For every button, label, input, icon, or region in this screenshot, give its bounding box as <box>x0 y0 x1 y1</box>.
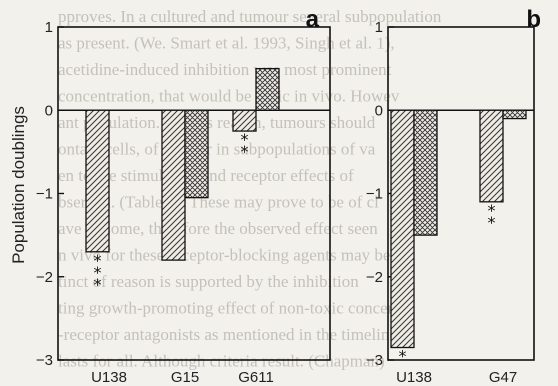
bar-hatched <box>232 109 257 132</box>
significance-marker: * * <box>241 130 249 161</box>
background-text-line: as present. (We. Smart et al. 1993, Sing… <box>58 34 395 53</box>
bar-hatched <box>479 109 504 203</box>
x-category-label: G47 <box>489 369 517 386</box>
y-tick-label: −1 <box>366 186 383 203</box>
significance-marker: * * <box>488 201 496 232</box>
y-tick-label: 1 <box>375 19 383 36</box>
y-tick-label: 0 <box>375 102 383 119</box>
background-text-line: tinct of reason is supported by the inhi… <box>58 272 359 291</box>
y-tick-label: −3 <box>36 352 53 369</box>
bar-crosshatched <box>255 67 280 111</box>
background-text-line: n vivo for these receptor-blocking agent… <box>58 246 390 265</box>
background-text: pproves. In a cultured and tumour severa… <box>58 7 442 371</box>
bar-crosshatched <box>502 109 527 120</box>
y-axis-label: Population doublings <box>9 106 28 264</box>
y-tick-label: −2 <box>366 269 383 286</box>
bar-hatched <box>161 109 186 261</box>
background-text-line: pproves. In a cultured and tumour severa… <box>58 7 442 26</box>
background-text-line: concentration, that would be toxic in vi… <box>58 87 400 106</box>
significance-marker: * <box>399 347 407 366</box>
bar-crosshatched <box>413 109 438 236</box>
panel-b: 1 0 −1 −2 −3 b U138 * G47 * * <box>366 6 541 386</box>
x-category-label: G15 <box>171 369 199 386</box>
x-category-label: G611 <box>238 369 274 386</box>
bar-hatched <box>85 109 110 253</box>
y-tick-label: 1 <box>45 19 53 36</box>
panel-a: 1 0 −1 −2 −3 a U138 * * * G15 G611 * * <box>36 6 331 386</box>
background-text-line: acetidine-induced inhibition was most pr… <box>58 60 392 79</box>
x-category-label: U138 <box>91 369 127 386</box>
background-text-line: ting growth-promoting effect of non-toxi… <box>58 299 415 318</box>
significance-marker: * * * <box>94 251 102 294</box>
background-text-line: ontain cells, of tumour in subpopulation… <box>58 140 376 159</box>
background-text-line: -receptor antagonists as mentioned in th… <box>58 325 397 344</box>
y-tick-label: 0 <box>45 102 53 119</box>
background-text-line: bserved. (Table 1). These may prove to b… <box>58 193 379 212</box>
y-tick-label: −3 <box>366 352 383 369</box>
x-category-label: U138 <box>396 369 432 386</box>
bar-hatched <box>390 109 415 349</box>
background-text-line: ave of some, therefore the observed effe… <box>58 219 378 238</box>
background-text-line: ant population. for this reason, tumours… <box>58 113 376 132</box>
bar-crosshatched <box>184 109 209 199</box>
panel-label: a <box>306 6 320 33</box>
panel-label: b <box>526 6 541 33</box>
y-tick-label: −1 <box>36 186 53 203</box>
y-tick-label: −2 <box>36 269 53 286</box>
background-text-line: lasts for all. Although criteria result.… <box>58 352 385 371</box>
